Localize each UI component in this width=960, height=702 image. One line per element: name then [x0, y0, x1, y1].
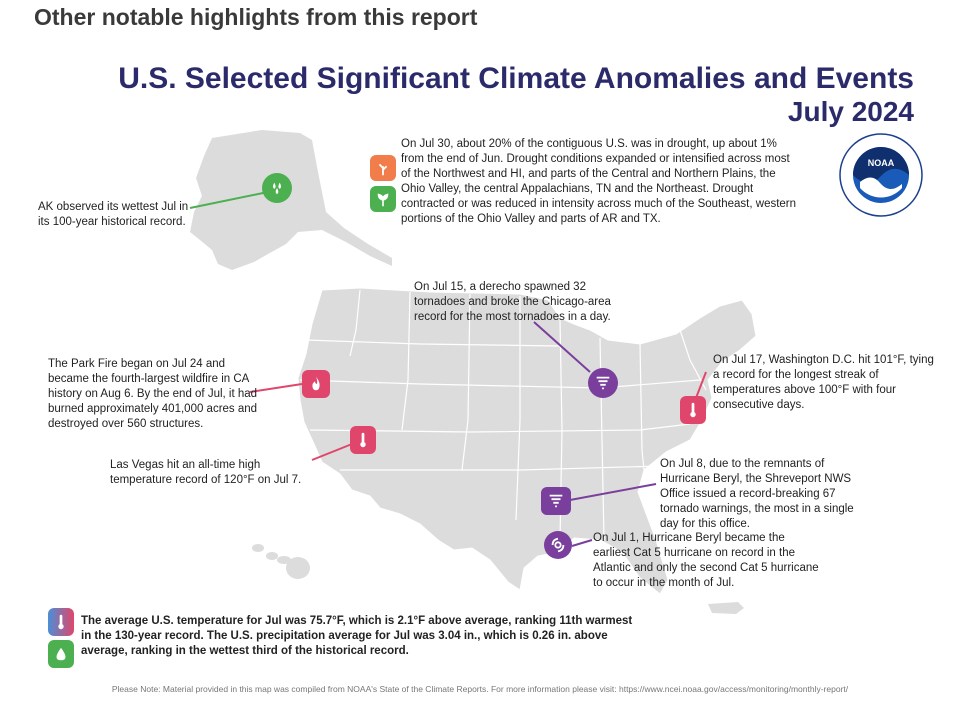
noaa-logo: NOAA — [838, 132, 924, 218]
state-borders — [299, 289, 707, 541]
page-subtitle: July 2024 — [787, 96, 914, 127]
noaa-logo-text: NOAA — [868, 158, 895, 168]
alaska-text: AK observed its wettest Jul in its 100-y… — [38, 201, 189, 228]
thermometer-icon-dc — [680, 396, 706, 424]
wildfire-icon — [302, 370, 330, 398]
vegas-text: Las Vegas hit an all-time high temperatu… — [110, 459, 302, 486]
hurricane-icon — [544, 531, 572, 559]
page-title: U.S. Selected Significant Climate Anomal… — [118, 62, 914, 95]
alaska-shape — [190, 130, 392, 270]
derecho-text: On Jul 15, a derecho spawned 32 tornadoe… — [414, 281, 611, 323]
drought-expansion-icon — [370, 155, 396, 181]
footer-note: Please Note: Material provided in this m… — [111, 684, 849, 694]
thermometer-icon-summary — [48, 608, 74, 636]
puerto-rico-shape — [708, 602, 744, 614]
drought-text: On Jul 30, about 20% of the contiguous U… — [401, 138, 797, 225]
precipitation-icon-summary — [48, 640, 74, 668]
park-fire-text: The Park Fire began on Jul 24 and became… — [48, 358, 258, 430]
dc-text: On Jul 17, Washington D.C. hit 101°F, ty… — [713, 354, 934, 411]
header: Other notable highlights from this repor… — [34, 4, 478, 30]
thermometer-icon-vegas — [350, 426, 376, 454]
precipitation-icon-alaska — [262, 173, 292, 203]
hawaii-shape — [252, 544, 310, 579]
tornado-icon-chicago — [588, 368, 618, 398]
summary-text: The average U.S. temperature for Jul was… — [81, 615, 633, 657]
tornado-icon-shreveport — [541, 487, 571, 515]
drought-contraction-icon — [370, 186, 396, 212]
beryl-text: On Jul 1, Hurricane Beryl became the ear… — [593, 532, 819, 589]
shreveport-text: On Jul 8, due to the remnants of Hurrica… — [660, 458, 854, 530]
